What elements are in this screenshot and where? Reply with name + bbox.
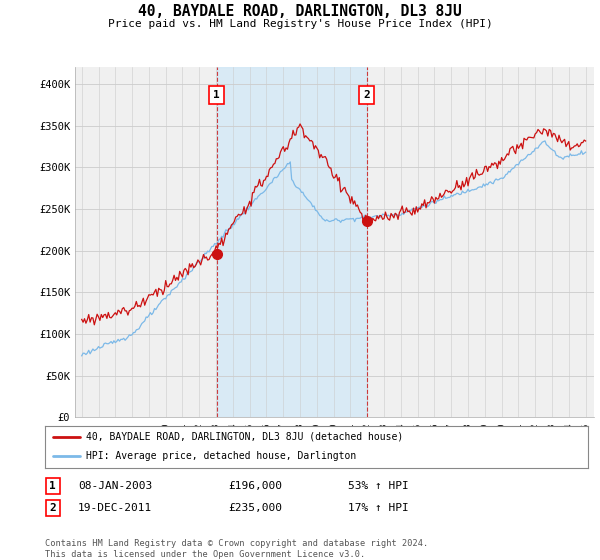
Text: 17% ↑ HPI: 17% ↑ HPI <box>348 503 409 513</box>
Text: Price paid vs. HM Land Registry's House Price Index (HPI): Price paid vs. HM Land Registry's House … <box>107 19 493 29</box>
Text: 1: 1 <box>49 481 56 491</box>
Text: 08-JAN-2003: 08-JAN-2003 <box>78 481 152 491</box>
Text: HPI: Average price, detached house, Darlington: HPI: Average price, detached house, Darl… <box>86 451 356 461</box>
Text: £196,000: £196,000 <box>228 481 282 491</box>
Bar <box>217 67 367 417</box>
Text: 19-DEC-2011: 19-DEC-2011 <box>78 503 152 513</box>
Text: 40, BAYDALE ROAD, DARLINGTON, DL3 8JU (detached house): 40, BAYDALE ROAD, DARLINGTON, DL3 8JU (d… <box>86 432 403 442</box>
Text: 2: 2 <box>364 90 370 100</box>
Text: £235,000: £235,000 <box>228 503 282 513</box>
Text: 53% ↑ HPI: 53% ↑ HPI <box>348 481 409 491</box>
Text: 2: 2 <box>49 503 56 513</box>
Text: Contains HM Land Registry data © Crown copyright and database right 2024.
This d: Contains HM Land Registry data © Crown c… <box>45 539 428 559</box>
Text: 1: 1 <box>213 90 220 100</box>
Text: 40, BAYDALE ROAD, DARLINGTON, DL3 8JU: 40, BAYDALE ROAD, DARLINGTON, DL3 8JU <box>138 4 462 19</box>
